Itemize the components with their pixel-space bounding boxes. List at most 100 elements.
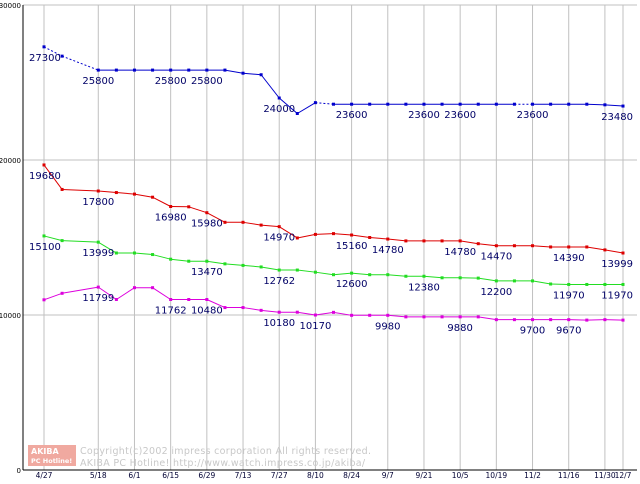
data-label: 9980 (375, 321, 400, 332)
series-segment (334, 273, 352, 275)
series-segment (62, 241, 98, 243)
data-point (278, 311, 281, 314)
data-point (422, 239, 425, 242)
data-point (296, 269, 299, 272)
series-segment (243, 222, 261, 225)
data-point (260, 73, 263, 76)
series-segment (261, 225, 279, 227)
series-segment (587, 247, 605, 250)
data-point (223, 306, 226, 309)
data-point (187, 260, 190, 263)
data-point (242, 306, 245, 309)
data-point (459, 315, 462, 318)
data-point (169, 298, 172, 301)
data-point (531, 103, 534, 106)
data-point (459, 276, 462, 279)
copyright-line-2: AKIBA PC Hotline! http://www.watch.impre… (80, 458, 366, 469)
data-point (513, 318, 516, 321)
series-segment (261, 267, 279, 270)
data-point (169, 69, 172, 72)
data-point (314, 233, 317, 236)
data-point (585, 245, 588, 248)
data-point (422, 103, 425, 106)
data-point (278, 269, 281, 272)
data-point (97, 190, 100, 193)
series-segment (225, 70, 243, 73)
y-tick-label: 0 (17, 467, 21, 475)
data-point (549, 103, 552, 106)
data-point (115, 191, 118, 194)
data-point (350, 234, 353, 237)
data-point (115, 69, 118, 72)
series-segment (62, 56, 98, 70)
data-point (603, 103, 606, 106)
data-point (513, 244, 516, 247)
data-point (404, 275, 407, 278)
series-segment (62, 189, 98, 191)
data-point (441, 315, 444, 318)
data-point (585, 283, 588, 286)
series-segment (587, 104, 605, 105)
data-label: 12762 (263, 276, 295, 287)
data-label: 13999 (601, 259, 633, 270)
x-tick-label: 9/21 (416, 471, 433, 480)
watermark: AKIBA PC Hotline! Copyright(c)2002 impre… (28, 445, 371, 469)
data-point (549, 245, 552, 248)
data-point (260, 309, 263, 312)
data-point (151, 69, 154, 72)
data-point (622, 283, 625, 286)
data-label: 14470 (480, 252, 512, 263)
data-point (386, 314, 389, 317)
data-point (133, 252, 136, 255)
data-point (585, 319, 588, 322)
data-label: 14390 (553, 253, 585, 264)
series-segment (334, 234, 352, 235)
data-point (205, 211, 208, 214)
data-label: 10170 (300, 321, 332, 332)
series-segment (261, 75, 279, 98)
data-point (459, 239, 462, 242)
data-point (404, 103, 407, 106)
data-point (205, 260, 208, 263)
series-segment (315, 103, 333, 105)
series-segment (478, 317, 496, 320)
data-point (441, 103, 444, 106)
data-label: 14780 (444, 247, 476, 258)
data-point (585, 103, 588, 106)
series-segment (153, 197, 171, 206)
x-tick-label: 10/19 (486, 471, 508, 480)
series-segment (315, 234, 333, 235)
data-point (495, 244, 498, 247)
series-segment (315, 272, 333, 275)
data-point (97, 241, 100, 244)
data-point (531, 279, 534, 282)
data-label: 27300 (29, 53, 61, 64)
data-point (441, 239, 444, 242)
data-point (278, 225, 281, 228)
series-segment (243, 308, 261, 311)
data-point (495, 103, 498, 106)
data-point (332, 103, 335, 106)
x-tick-label: 10/5 (452, 471, 469, 480)
series-segment (98, 191, 116, 193)
series-segment (605, 105, 623, 106)
data-point (477, 242, 480, 245)
data-point (187, 205, 190, 208)
data-point (43, 234, 46, 237)
x-tick-label: 11/2 (524, 471, 541, 480)
data-point (350, 272, 353, 275)
data-point (314, 314, 317, 317)
data-point (332, 232, 335, 235)
data-point (169, 205, 172, 208)
data-point (622, 105, 625, 108)
y-tick-label: 20000 (0, 157, 21, 165)
data-label: 10180 (263, 318, 295, 329)
data-label: 12200 (480, 287, 512, 298)
series-segment (352, 273, 370, 275)
data-point (368, 273, 371, 276)
series-segment (189, 207, 207, 213)
series-1 (43, 45, 625, 115)
series-segment (116, 288, 134, 300)
data-label: 15100 (29, 242, 61, 253)
